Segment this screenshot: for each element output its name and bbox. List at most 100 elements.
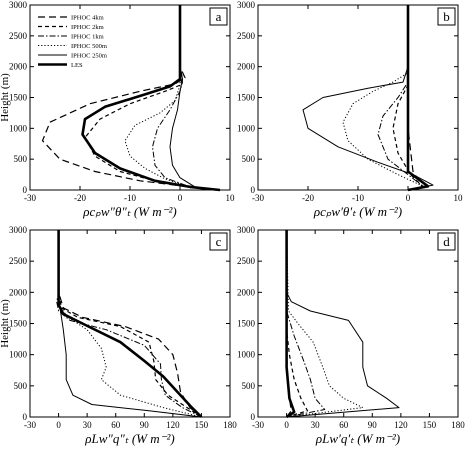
legend-item: IPHOC 2km bbox=[71, 24, 104, 31]
panel-a-xlabel: ρcₚw″θ″ₜ (W m⁻²) bbox=[82, 204, 176, 219]
series-line bbox=[41, 5, 221, 191]
y-tick-label: 500 bbox=[14, 381, 28, 391]
x-tick-label: 10 bbox=[226, 193, 236, 203]
series-line bbox=[302, 5, 434, 191]
series-line bbox=[124, 5, 221, 191]
panel-a-plot-area: -30 -20 -10 0 10 0 500 1000 1500 2000 2500 3000 IPHO… bbox=[9, 0, 235, 203]
series-line bbox=[57, 230, 202, 418]
y-tick-label: 2500 bbox=[9, 31, 28, 41]
series-line bbox=[286, 230, 326, 418]
y-tick-label: 0 bbox=[251, 185, 256, 195]
y-tick-label: 1500 bbox=[237, 319, 256, 329]
x-tick-label: 180 bbox=[223, 420, 237, 430]
y-tick-label: 1500 bbox=[237, 93, 256, 103]
y-tick-label: 3000 bbox=[237, 0, 256, 10]
y-tick-label: 2500 bbox=[237, 31, 256, 41]
x-tick-label: 60 bbox=[111, 420, 121, 430]
legend-item: IPHOC 500m bbox=[71, 43, 107, 50]
series-line bbox=[58, 230, 202, 418]
y-tick-label: 2000 bbox=[237, 62, 256, 72]
series-line bbox=[407, 5, 424, 191]
y-tick-label: 3000 bbox=[9, 225, 28, 235]
x-tick-label: -10 bbox=[124, 193, 136, 203]
panel-c-label-box bbox=[209, 232, 228, 251]
x-tick-label: 0 bbox=[178, 193, 183, 203]
panel-d-plot-area: -30 0 30 60 90 120 150 180050010001500200025003… bbox=[237, 225, 465, 430]
x-tick-label: -30 bbox=[252, 420, 264, 430]
series-line bbox=[342, 5, 424, 191]
x-tick-label: -20 bbox=[302, 193, 314, 203]
panel-d-label: d bbox=[443, 234, 450, 249]
legend-background bbox=[35, 10, 117, 73]
panel-b-frame bbox=[257, 4, 459, 191]
x-tick-label: 150 bbox=[423, 420, 437, 430]
x-tick-label: 90 bbox=[140, 420, 150, 430]
panel-b-plot-area: -30 -20 -10 0 10 0 500 1000 1500 2000 2500 3000 bbox=[237, 0, 463, 203]
y-tick-label: 1500 bbox=[9, 93, 28, 103]
series-line bbox=[57, 230, 203, 418]
series-line bbox=[377, 5, 424, 191]
panel-c-ylabel: Height (m) bbox=[0, 299, 11, 348]
y-tick-label: 1000 bbox=[9, 123, 28, 133]
x-tick-label: -30 bbox=[24, 420, 36, 430]
x-tick-label: -10 bbox=[352, 193, 364, 203]
series-line bbox=[152, 5, 221, 191]
panel-c: -30 0 30 60 90 120 150 180050010001500200025003… bbox=[0, 225, 237, 446]
y-tick-label: 2000 bbox=[237, 287, 256, 297]
panel-a-label: a bbox=[216, 9, 222, 24]
x-tick-label: 10 bbox=[454, 193, 464, 203]
x-tick-label: 30 bbox=[83, 420, 93, 430]
y-tick-label: 2000 bbox=[9, 62, 28, 72]
x-tick-label: 0 bbox=[56, 420, 61, 430]
y-tick-label: 1000 bbox=[9, 350, 28, 360]
panel-b-xlabel: ρcₚw′θ′ₜ (W m⁻²) bbox=[313, 204, 402, 219]
panel-d-xlabel: ρLw′q′ₜ (W m⁻²) bbox=[315, 431, 400, 446]
series-line bbox=[286, 230, 400, 418]
x-tick-label: -30 bbox=[24, 193, 36, 203]
series-line bbox=[81, 5, 221, 192]
series-line bbox=[406, 5, 430, 192]
panel-d: -30 0 30 60 90 120 150 180050010001500200025003… bbox=[237, 225, 465, 446]
panel-c-frame bbox=[29, 229, 231, 418]
x-tick-label: 0 bbox=[284, 420, 289, 430]
panel-c-xlabel: ρLw″q″ₜ (W m⁻²) bbox=[84, 431, 174, 446]
series-line bbox=[392, 5, 424, 191]
x-tick-label: 0 bbox=[406, 193, 411, 203]
legend-item: IPHOC 4km bbox=[71, 15, 104, 22]
y-tick-label: 1000 bbox=[237, 350, 256, 360]
legend-item: IPHOC 250m bbox=[71, 53, 107, 60]
y-tick-label: 0 bbox=[23, 185, 28, 195]
y-tick-label: 500 bbox=[242, 154, 256, 164]
legend-item: IPHOC 1km bbox=[71, 34, 104, 41]
panel-c-label: c bbox=[216, 234, 222, 249]
series-line bbox=[169, 5, 221, 191]
y-tick-label: 2000 bbox=[9, 287, 28, 297]
x-tick-label: 30 bbox=[311, 420, 321, 430]
panel-a-ylabel: Height (m) bbox=[0, 73, 11, 122]
panel-b-label: b bbox=[443, 9, 450, 24]
panel-a-label-box bbox=[209, 7, 228, 26]
x-tick-label: 120 bbox=[166, 420, 180, 430]
y-tick-label: 2500 bbox=[9, 256, 28, 266]
x-tick-label: -20 bbox=[74, 193, 86, 203]
panel-b: -30 -20 -10 0 10 0 500 1000 1500 2000 2500 3000 b ρ… bbox=[237, 0, 463, 219]
legend: IPHOC 4km IPHOC 2km IPHOC 1km IPHOC 500m IPH… bbox=[35, 10, 117, 73]
x-tick-label: -30 bbox=[252, 193, 264, 203]
panel-b-label-box bbox=[437, 7, 456, 26]
x-tick-label: 90 bbox=[368, 420, 378, 430]
y-tick-label: 2500 bbox=[237, 256, 256, 266]
y-tick-label: 0 bbox=[23, 412, 28, 422]
x-tick-label: 180 bbox=[451, 420, 465, 430]
series-line bbox=[285, 230, 296, 419]
y-tick-label: 500 bbox=[242, 381, 256, 391]
x-tick-label: 60 bbox=[339, 420, 349, 430]
series-line bbox=[56, 230, 202, 418]
panel-d-label-box bbox=[437, 232, 456, 251]
x-tick-label: 120 bbox=[394, 420, 408, 430]
panel-c-plot-area: -30 0 30 60 90 120 150 180050010001500200025003… bbox=[9, 225, 237, 430]
series-line bbox=[286, 229, 364, 418]
y-tick-label: 3000 bbox=[237, 225, 256, 235]
x-tick-label: 150 bbox=[195, 420, 209, 430]
y-tick-label: 1500 bbox=[9, 319, 28, 329]
